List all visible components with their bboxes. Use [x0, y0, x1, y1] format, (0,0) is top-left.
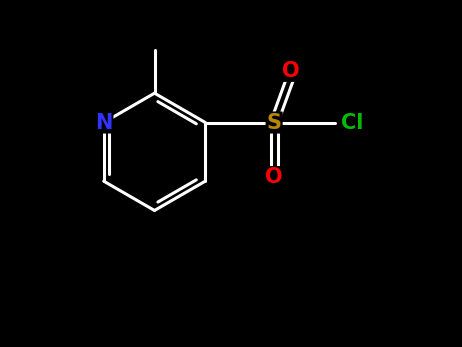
- Text: S: S: [267, 112, 282, 133]
- Text: Cl: Cl: [341, 112, 364, 133]
- Text: O: O: [265, 167, 283, 187]
- Text: N: N: [95, 112, 112, 133]
- Text: O: O: [282, 61, 299, 81]
